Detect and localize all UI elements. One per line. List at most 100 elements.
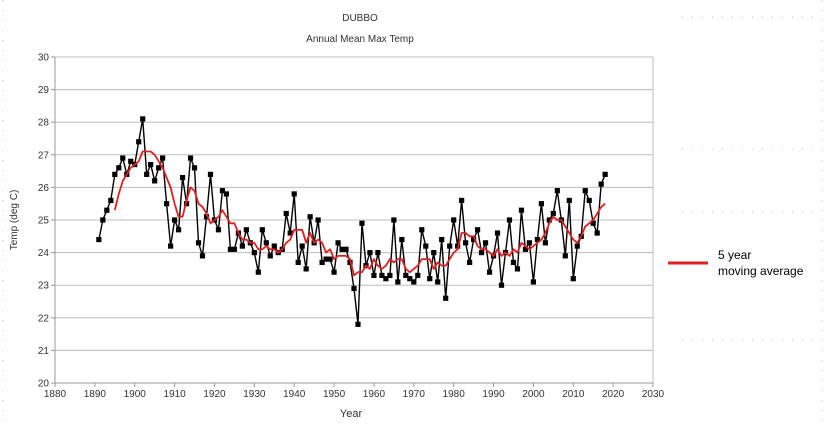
annual-data-point bbox=[287, 230, 293, 236]
annual-data-point bbox=[243, 227, 249, 233]
annual-data-point bbox=[343, 246, 349, 252]
annual-data-point bbox=[447, 243, 453, 249]
annual-data-point bbox=[427, 276, 433, 282]
x-tick-label: 1990 bbox=[482, 389, 505, 400]
y-tick-label: 25 bbox=[38, 216, 50, 227]
annual-data-point bbox=[598, 181, 604, 187]
y-axis-label: Temp (deg C) bbox=[9, 190, 20, 251]
annual-data-point bbox=[160, 155, 166, 161]
annual-data-point bbox=[482, 240, 489, 246]
annual-data-point bbox=[574, 243, 580, 249]
annual-data-point bbox=[506, 217, 513, 223]
annual-data-point bbox=[566, 197, 572, 204]
annual-data-point bbox=[144, 171, 150, 177]
annual-data-point bbox=[315, 217, 321, 223]
annual-data-point bbox=[359, 220, 365, 226]
chart-title: DUBBO bbox=[342, 13, 378, 24]
annual-data-point bbox=[443, 295, 449, 301]
annual-data-point bbox=[239, 243, 245, 249]
annual-data-point bbox=[152, 178, 158, 184]
annual-data-point bbox=[96, 236, 102, 243]
annual-data-point bbox=[199, 253, 206, 259]
annual-data-point bbox=[172, 217, 178, 223]
annual-data-point bbox=[471, 236, 477, 243]
annual-data-point bbox=[562, 253, 568, 259]
annual-data-point bbox=[259, 227, 265, 233]
annual-data-point bbox=[459, 197, 465, 204]
annual-data-point bbox=[128, 158, 134, 164]
annual-data-point bbox=[474, 227, 481, 233]
annual-data-point bbox=[498, 282, 505, 288]
annual-data-point bbox=[223, 191, 230, 197]
annual-data-point bbox=[546, 217, 552, 223]
annual-data-point bbox=[586, 197, 592, 204]
annual-data-point bbox=[299, 243, 305, 249]
y-tick-label: 20 bbox=[38, 379, 50, 390]
x-tick-label: 2030 bbox=[642, 389, 665, 400]
annual-data-point bbox=[351, 285, 357, 292]
annual-data-point bbox=[104, 207, 110, 213]
annual-data-point bbox=[383, 276, 389, 282]
annual-data-point bbox=[590, 220, 596, 226]
annual-data-point bbox=[120, 155, 126, 161]
x-tick-label: 2000 bbox=[522, 389, 545, 400]
annual-data-point bbox=[203, 214, 210, 220]
annual-data-point bbox=[375, 250, 381, 256]
annual-data-point bbox=[486, 269, 493, 275]
x-tick-label: 2010 bbox=[562, 389, 585, 400]
annual-data-point bbox=[494, 230, 501, 236]
annual-data-point bbox=[387, 272, 393, 279]
annual-data-point bbox=[195, 240, 202, 246]
annual-data-point bbox=[227, 246, 234, 252]
annual-data-point bbox=[231, 246, 237, 252]
annual-data-point bbox=[534, 236, 540, 243]
y-tick-label: 22 bbox=[38, 313, 50, 324]
annual-data-point bbox=[179, 175, 186, 181]
y-tick-label: 26 bbox=[38, 183, 50, 194]
annual-data-point bbox=[538, 201, 544, 207]
annual-data-point bbox=[478, 250, 485, 256]
annual-data-point bbox=[283, 210, 289, 217]
x-tick-label: 2020 bbox=[602, 389, 625, 400]
x-tick-label: 1930 bbox=[243, 389, 266, 400]
annual-data-point bbox=[463, 240, 469, 246]
y-tick-label: 29 bbox=[38, 85, 50, 96]
annual-data-point bbox=[594, 230, 600, 236]
annual-data-point bbox=[307, 214, 313, 220]
annual-data-point bbox=[407, 276, 413, 282]
annual-data-point bbox=[191, 165, 198, 171]
annual-data-point bbox=[423, 243, 429, 249]
annual-data-point bbox=[263, 240, 269, 246]
annual-data-point bbox=[355, 321, 361, 327]
annual-data-point bbox=[526, 240, 533, 246]
annual-data-point bbox=[295, 259, 301, 265]
annual-data-point bbox=[303, 266, 309, 272]
annual-data-point bbox=[108, 197, 114, 204]
y-tick-label: 30 bbox=[38, 53, 50, 64]
annual-data-point bbox=[219, 188, 226, 194]
chart-subtitle: Annual Mean Max Temp bbox=[306, 34, 414, 45]
y-tick-label: 24 bbox=[38, 248, 50, 259]
annual-data-point bbox=[510, 259, 517, 265]
x-axis-label: Year bbox=[340, 408, 363, 420]
annual-data-point bbox=[554, 188, 560, 194]
annual-data-point bbox=[116, 165, 122, 171]
annual-data-point bbox=[136, 139, 142, 145]
annual-data-point bbox=[570, 276, 576, 282]
annual-data-point bbox=[187, 155, 194, 161]
annual-data-point bbox=[550, 210, 556, 217]
x-tick-label: 1940 bbox=[283, 389, 306, 400]
annual-data-point bbox=[331, 269, 337, 275]
annual-data-point bbox=[411, 279, 417, 285]
annual-data-point bbox=[467, 259, 473, 265]
x-tick-label: 1880 bbox=[44, 389, 67, 400]
x-tick-label: 1920 bbox=[203, 389, 226, 400]
annual-data-point bbox=[112, 171, 118, 177]
annual-data-point bbox=[530, 279, 536, 285]
annual-data-point bbox=[522, 246, 529, 252]
annual-data-point bbox=[164, 201, 170, 207]
annual-data-point bbox=[431, 250, 437, 256]
annual-data-point bbox=[255, 269, 261, 275]
